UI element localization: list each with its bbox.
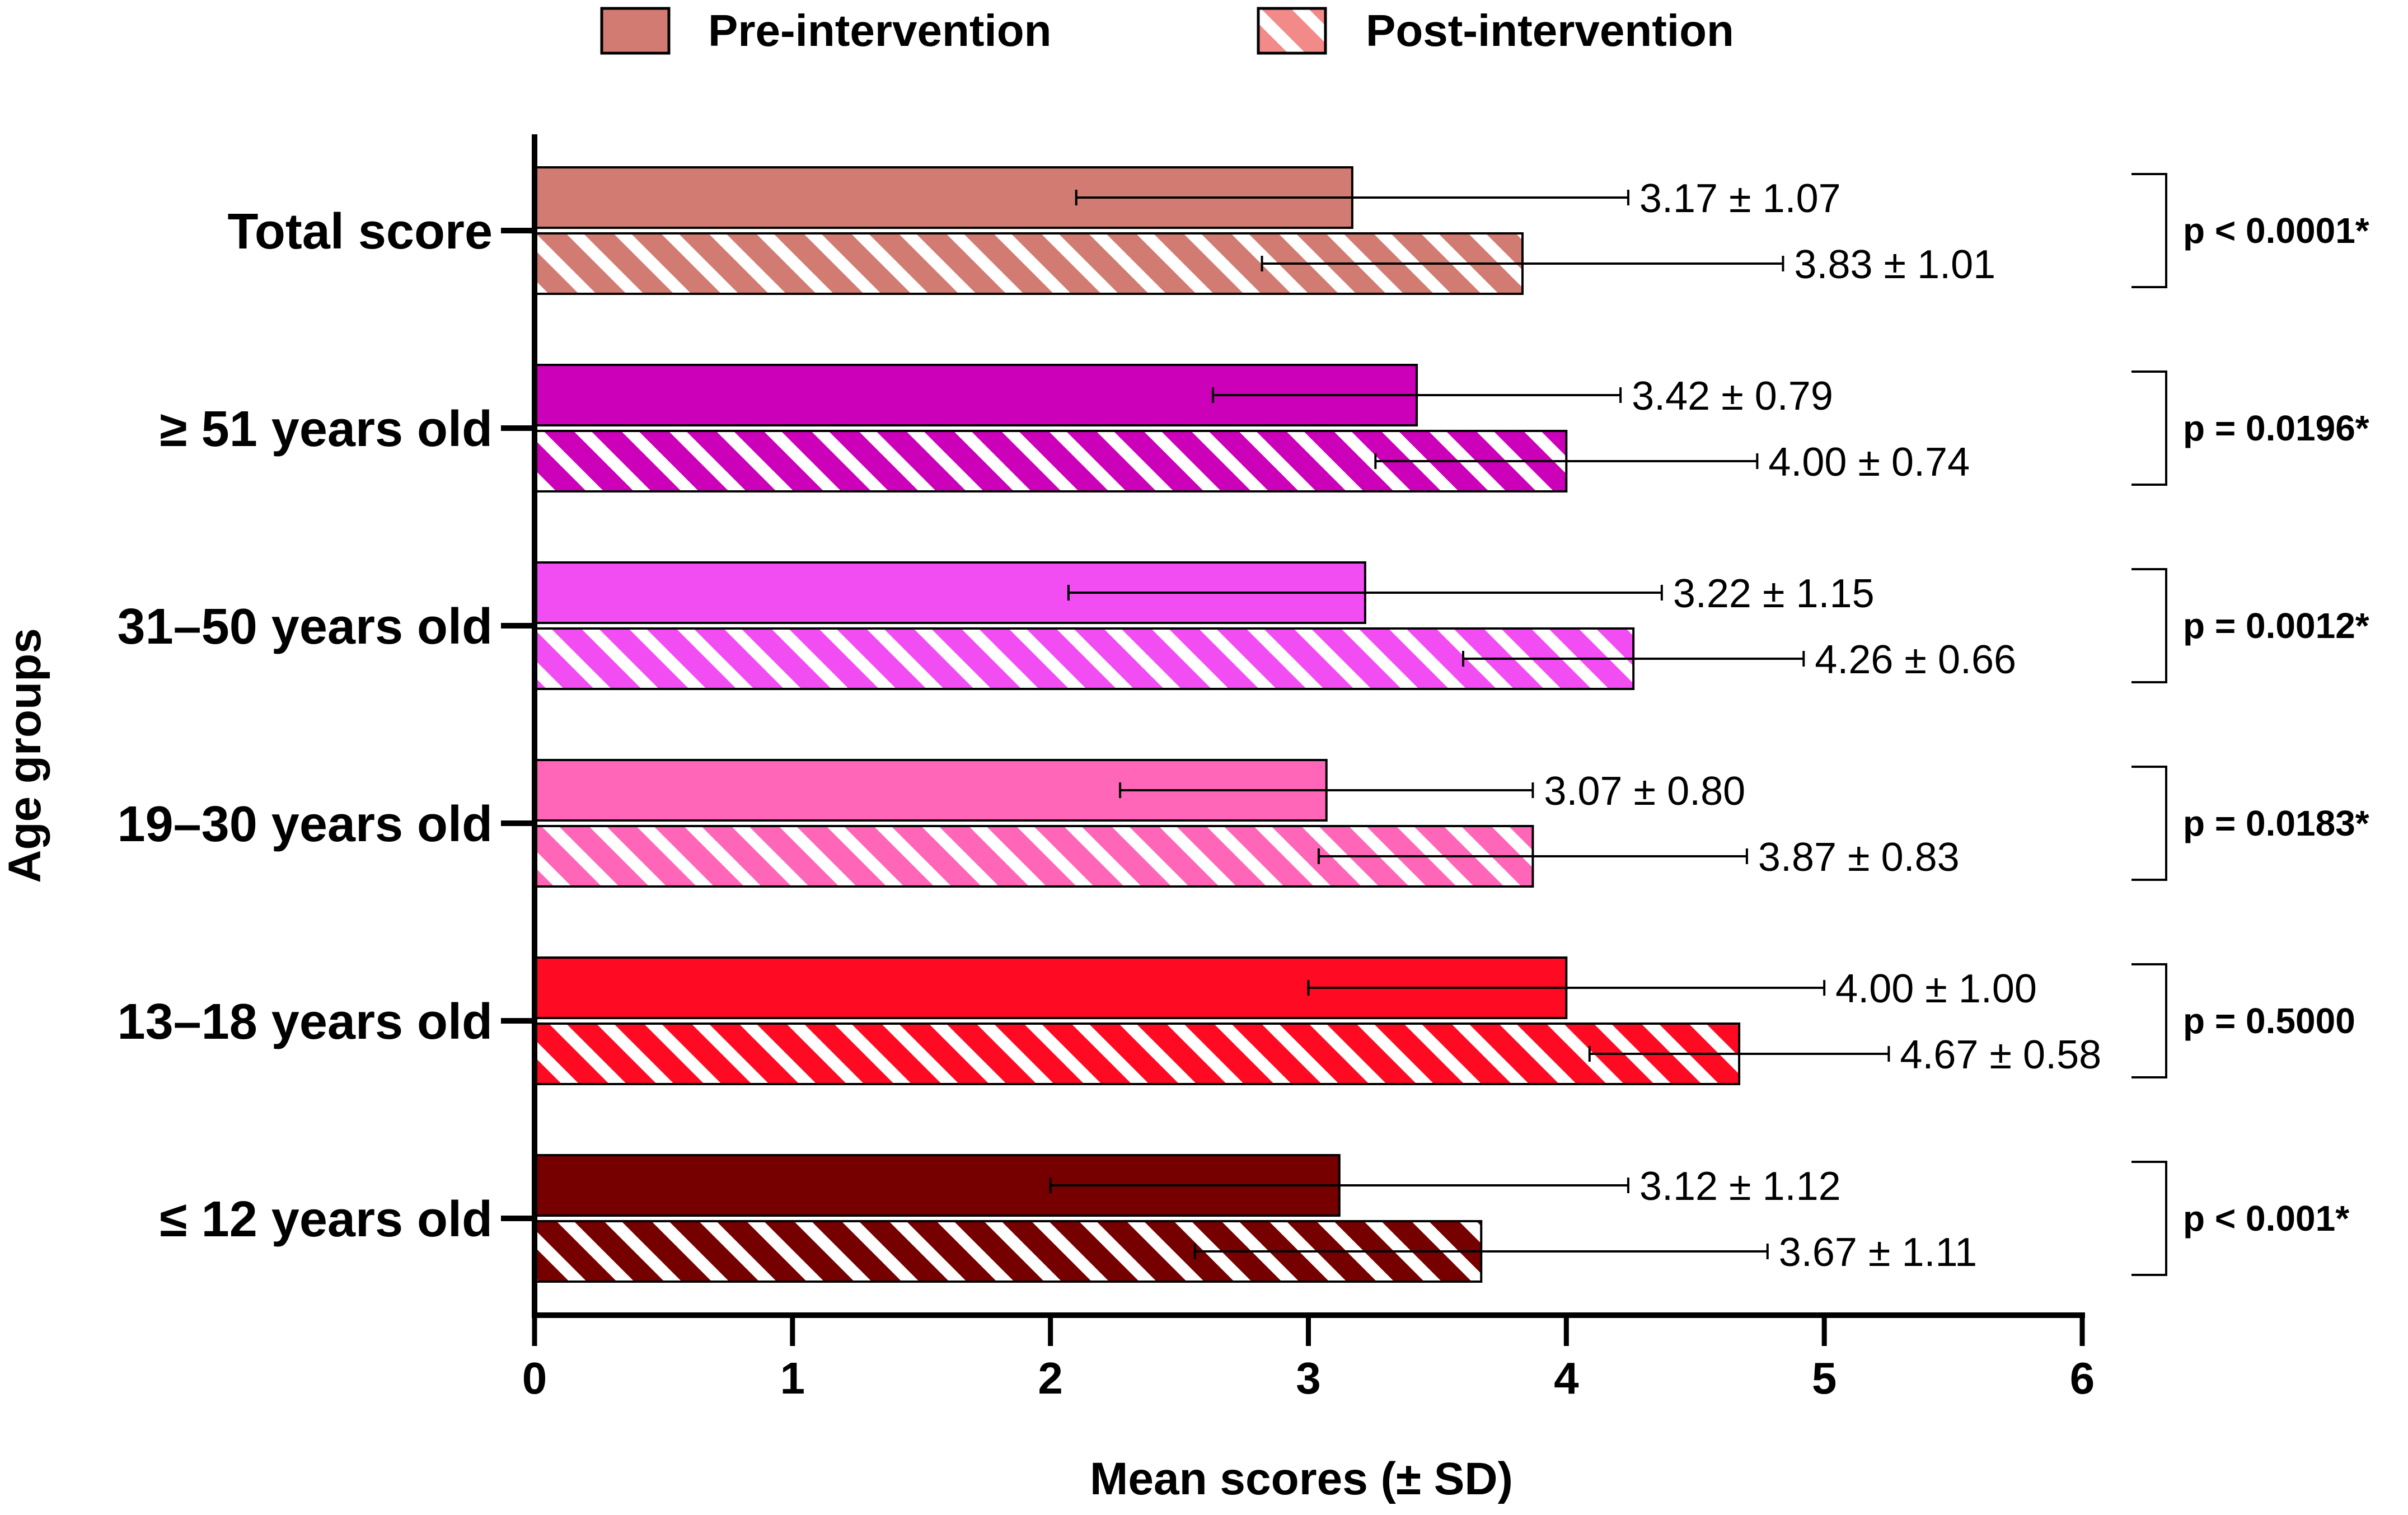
significance-bracket-5 [2131, 1161, 2167, 1276]
error-bar-post-1 [1374, 453, 1759, 469]
value-label-pre-5: 3.12 ± 1.12 [1639, 1164, 1841, 1209]
value-label-post-4: 4.67 ± 0.58 [1900, 1033, 2101, 1077]
error-bar-pre-3 [1119, 782, 1534, 798]
value-label-post-0: 3.83 ± 1.01 [1794, 242, 1995, 287]
bars-layer: 3.17 ± 1.07 3.83 ± 1.01 p < 0.0001* 3.42 ± … [533, 166, 2369, 1283]
category-label-5: ≤ 12 years old [160, 1192, 493, 1247]
value-label-pre-4: 4.00 ± 1.00 [1835, 967, 2037, 1011]
value-label-pre-2: 3.22 ± 1.15 [1673, 571, 1875, 616]
x-tick-label-0: 0 [522, 1353, 547, 1403]
error-bar-post-3 [1317, 848, 1748, 864]
value-label-pre-1: 3.42 ± 0.79 [1632, 374, 1833, 419]
legend-label-post: Post-intervention [1366, 6, 1734, 55]
error-bar-pre-4 [1307, 980, 1826, 996]
error-bar-post-2 [1462, 651, 1805, 667]
legend-swatch-post [1257, 7, 1327, 55]
p-value-label-1: p = 0.0196* [2183, 408, 2369, 448]
p-value-label-0: p < 0.0001* [2183, 210, 2369, 251]
x-tick-label-6: 6 [2070, 1353, 2095, 1403]
legend-label-pre: Pre-intervention [708, 6, 1051, 55]
value-label-pre-0: 3.17 ± 1.07 [1639, 176, 1841, 221]
x-tick-label-4: 4 [1554, 1353, 1579, 1403]
category-label-2: 31–50 years old [118, 599, 493, 655]
bar-post-2 [533, 627, 1635, 690]
x-tick-label-2: 2 [1038, 1353, 1063, 1403]
x-axis-title: Mean scores (± SD) [1090, 1453, 1513, 1504]
legend: Pre-intervention Post-intervention [600, 6, 1734, 55]
y-axis-title: Age groups [0, 628, 50, 883]
x-tick-label-1: 1 [780, 1353, 805, 1403]
error-bar-post-0 [1261, 256, 1784, 271]
significance-bracket-2 [2131, 568, 2167, 683]
significance-bracket-0 [2131, 173, 2167, 288]
significance-bracket-3 [2131, 766, 2167, 881]
significance-bracket-4 [2131, 963, 2167, 1078]
value-label-post-1: 4.00 ± 0.74 [1768, 440, 1970, 485]
p-value-label-5: p < 0.001* [2183, 1198, 2349, 1239]
legend-swatch-pre [600, 7, 671, 55]
p-value-label-2: p = 0.0012* [2183, 606, 2369, 646]
category-label-3: 19–30 years old [118, 796, 493, 852]
bar-pre-2 [533, 561, 1366, 624]
error-bar-post-5 [1193, 1244, 1769, 1259]
x-tick-label-5: 5 [1812, 1353, 1837, 1403]
error-bar-post-4 [1588, 1046, 1890, 1062]
p-value-label-3: p = 0.0183* [2183, 803, 2369, 843]
category-label-4: 13–18 years old [118, 994, 493, 1050]
x-tick-label-3: 3 [1296, 1353, 1321, 1403]
value-label-post-5: 3.67 ± 1.11 [1779, 1230, 1977, 1275]
value-label-pre-3: 3.07 ± 0.80 [1544, 769, 1745, 814]
value-label-post-2: 4.26 ± 0.66 [1815, 637, 2016, 682]
p-value-label-4: p = 0.5000 [2183, 1001, 2355, 1041]
value-label-post-3: 3.87 ± 0.83 [1758, 835, 1960, 880]
error-bar-pre-0 [1075, 190, 1629, 205]
error-bar-pre-2 [1067, 585, 1663, 601]
bar-post-4 [533, 1022, 1741, 1085]
error-bar-pre-5 [1049, 1178, 1629, 1193]
category-label-0: Total score [228, 204, 493, 260]
significance-bracket-1 [2131, 370, 2167, 486]
error-bar-pre-1 [1211, 387, 1622, 403]
category-label-1: ≥ 51 years old [160, 401, 493, 457]
axes-layer: Total score ≥ 51 years old 31–50 years old… [118, 134, 2095, 1403]
